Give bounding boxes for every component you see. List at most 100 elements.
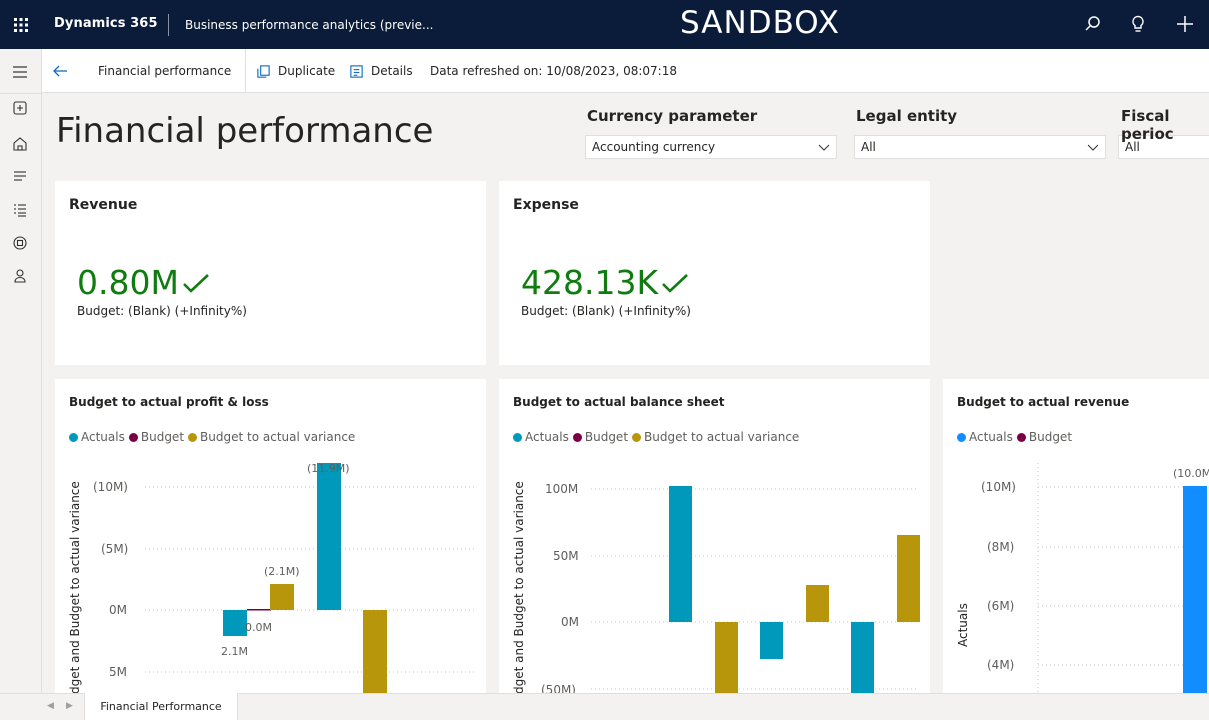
page-tab-financial-performance[interactable]: Financial Performance (84, 693, 238, 720)
legend-dot (69, 432, 78, 442)
legend-label: Budget to actual variance (644, 430, 800, 444)
duplicate-icon (257, 64, 270, 78)
data-label: 2.1M (221, 645, 248, 658)
bar-variance[interactable] (897, 535, 920, 622)
page-title: Financial performance (56, 111, 434, 151)
data-label: (10.0M (1173, 467, 1209, 480)
search-icon[interactable] (1083, 14, 1103, 34)
slicer-label: Legal entity (856, 107, 958, 125)
bar-variance[interactable] (363, 610, 387, 693)
currency-parameter-slicer: Currency parameter Accounting currency (585, 107, 837, 159)
nav-divider (0, 93, 42, 94)
previous-page-icon[interactable]: ◀ (47, 701, 54, 711)
legend-item-budget[interactable]: Budget (572, 430, 629, 444)
fiscal-period-dropdown[interactable]: All (1118, 135, 1209, 159)
plus-icon[interactable] (1175, 14, 1195, 34)
details-label: Details (371, 64, 413, 78)
legend-item-variance[interactable]: Budget to actual variance (632, 430, 799, 444)
revenue-card[interactable]: Revenue 0.80M Budget: (Blank) (+Infinity… (55, 181, 486, 365)
left-nav (0, 49, 42, 693)
list-icon[interactable] (11, 167, 29, 185)
y-tick-label: (4M) (987, 658, 1014, 672)
profit-loss-chart[interactable]: Budget to actual profit & loss Actuals B… (55, 379, 486, 693)
y-axis-label: Actuals (956, 603, 970, 647)
legend-label: Budget (584, 430, 629, 444)
data-label: (2.1M) (264, 565, 300, 578)
home-icon[interactable] (11, 135, 29, 153)
expense-card[interactable]: Expense 428.13K Budget: (Blank) (+Infini… (499, 181, 930, 365)
chart-legend: Actuals Budget Budget to actual variance (513, 430, 803, 444)
page-tab-bar: ◀ ▶ Financial Performance (0, 693, 1209, 720)
back-button[interactable] (52, 49, 68, 93)
y-tick-label: 50M (553, 549, 579, 563)
breadcrumb-page-name: Financial performance (98, 64, 232, 78)
legend-item-budget[interactable]: Budget (1016, 430, 1073, 444)
bar-actuals[interactable] (851, 622, 874, 693)
next-page-icon[interactable]: ▶ (66, 701, 73, 711)
kpi-value: 428.13K (521, 263, 690, 302)
kpi-budget-text: Budget: (Blank) (+Infinity%) (521, 304, 691, 318)
y-tick-label: (10M) (93, 480, 128, 494)
duplicate-button[interactable]: Duplicate (256, 49, 335, 93)
legend-label: Budget (140, 430, 185, 444)
legend-label: Actuals (525, 430, 569, 444)
bar-budget[interactable] (247, 609, 271, 611)
details-icon (350, 64, 363, 78)
bar-variance[interactable] (806, 585, 829, 622)
user-icon[interactable] (11, 267, 29, 285)
y-tick-label: (10M) (981, 480, 1016, 494)
hamburger-icon[interactable] (11, 63, 29, 81)
kpi-value: 0.80M (77, 263, 211, 302)
data-refreshed-text: Data refreshed on: 10/08/2023, 08:07:18 (430, 64, 677, 78)
checkmark-icon (183, 273, 209, 293)
bar-actuals[interactable] (223, 610, 247, 636)
legend-dot (632, 432, 642, 442)
legend-label: Budget (1028, 430, 1073, 444)
balance-sheet-chart[interactable]: Budget to actual balance sheet Actuals B… (499, 379, 930, 693)
legend-item-budget[interactable]: Budget (128, 430, 185, 444)
y-tick-label: (5M) (101, 542, 128, 556)
y-tick-label: (6M) (987, 599, 1014, 613)
app-launcher-icon[interactable] (0, 0, 42, 49)
chart-title: Budget to actual profit & loss (69, 395, 269, 409)
modules-icon[interactable] (11, 201, 29, 219)
legend-label: Actuals (81, 430, 125, 444)
area-name[interactable]: Business performance analytics (previe..… (185, 18, 434, 32)
y-tick-label: 0M (561, 615, 579, 629)
lightbulb-icon[interactable] (1128, 14, 1148, 34)
legend-item-actuals[interactable]: Actuals (513, 430, 569, 444)
details-button[interactable]: Details (349, 49, 413, 93)
slicer-label: Fiscal perioc (1121, 107, 1174, 143)
workspace-icon[interactable] (11, 234, 29, 252)
card-title: Expense (513, 197, 579, 213)
legend-dot (188, 432, 198, 442)
bar-actuals[interactable] (1183, 486, 1207, 693)
kpi-budget-text: Budget: (Blank) (+Infinity%) (77, 304, 247, 318)
legend-dot (513, 432, 522, 442)
chart-title: Budget to actual balance sheet (513, 395, 725, 409)
bar-actuals[interactable] (317, 463, 341, 610)
environment-banner: SANDBOX (680, 5, 840, 41)
legal-entity-dropdown[interactable]: All (854, 135, 1106, 159)
app-name[interactable]: Dynamics 365 (54, 16, 158, 31)
legend-item-variance[interactable]: Budget to actual variance (188, 430, 355, 444)
legend-item-actuals[interactable]: Actuals (69, 430, 125, 444)
legal-entity-slicer: Legal entity All (854, 107, 1106, 159)
chevron-down-icon (818, 144, 830, 151)
legend-dot (572, 432, 582, 442)
bar-actuals[interactable] (669, 486, 692, 622)
kpi-number: 428.13K (521, 263, 659, 302)
bar-actuals[interactable] (760, 622, 783, 659)
y-axis-label: dget and Budget to actual variance (512, 481, 526, 693)
revenue-chart[interactable]: Budget to actual revenue Actuals Budget … (943, 379, 1209, 693)
duplicate-label: Duplicate (278, 64, 336, 78)
bar-variance[interactable] (270, 584, 294, 610)
recent-icon[interactable] (11, 99, 29, 117)
card-title: Revenue (69, 197, 138, 213)
legend-item-actuals[interactable]: Actuals (957, 430, 1013, 444)
bar-variance[interactable] (715, 622, 738, 693)
slicer-label: Currency parameter (587, 107, 758, 125)
y-tick-label: (50M) (541, 683, 576, 693)
currency-dropdown[interactable]: Accounting currency (585, 135, 837, 159)
y-tick-label: 100M (545, 482, 578, 496)
